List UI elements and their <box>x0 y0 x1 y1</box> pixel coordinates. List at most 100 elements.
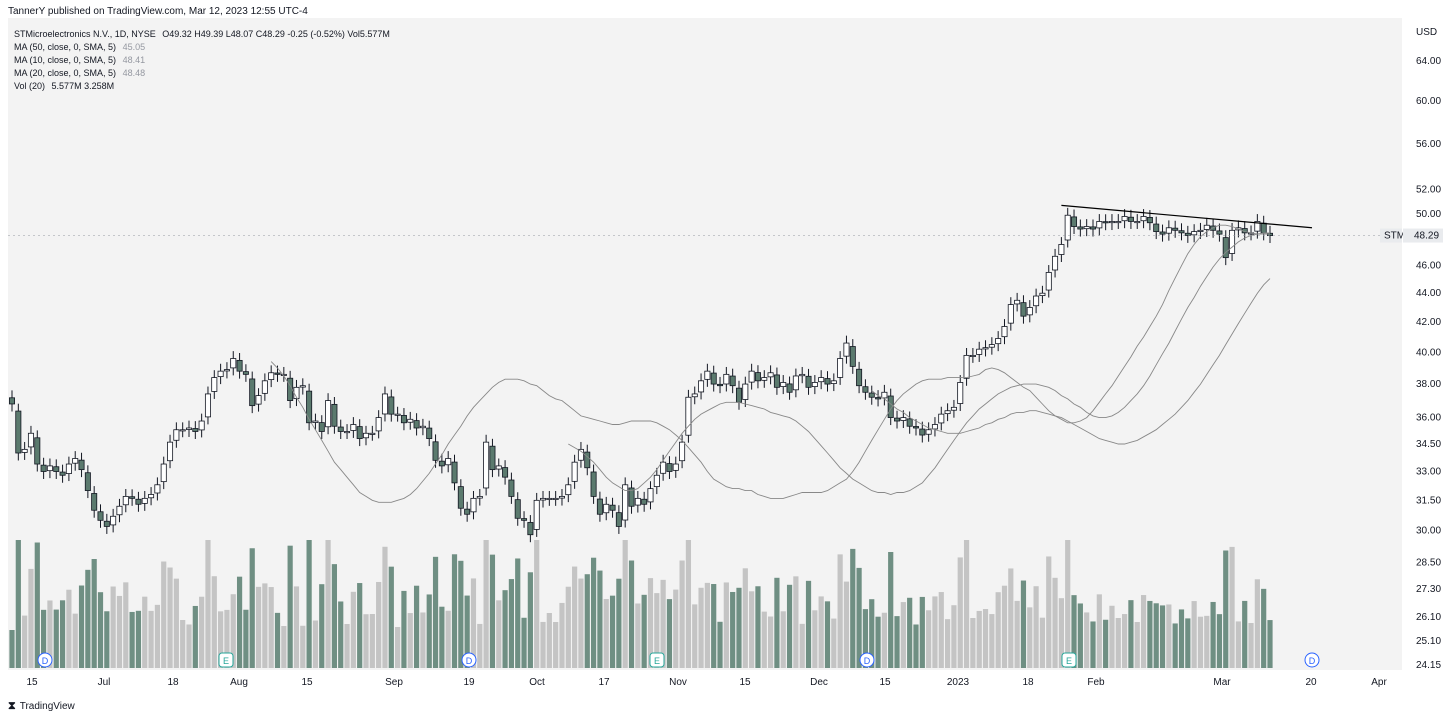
volume-bar <box>407 613 413 668</box>
candle-body <box>419 425 426 429</box>
volume-bar <box>1109 605 1115 668</box>
volume-bar <box>572 566 578 668</box>
candle-body <box>375 417 382 432</box>
y-tick-label: 64.00 <box>1416 56 1441 67</box>
legend-ma10[interactable]: MA (10, close, 0, SMA, 5) 48.41 <box>14 54 390 67</box>
candle-body <box>1064 214 1071 241</box>
candle-body <box>287 377 294 401</box>
x-tick-label: 15 <box>739 677 751 688</box>
chart-area[interactable] <box>8 18 1402 670</box>
volume-bar <box>489 554 496 668</box>
volume-bar <box>673 589 679 668</box>
candle-body <box>609 504 616 511</box>
event-marker-label: E <box>223 656 229 666</box>
volume-bar <box>262 583 268 668</box>
candle-body <box>116 505 123 516</box>
volume-bar <box>1090 621 1096 668</box>
candle-body <box>312 420 319 423</box>
candle-body <box>628 487 635 507</box>
volume-bar <box>255 586 262 668</box>
footer-brand[interactable]: ⧗ TradingView <box>8 700 75 713</box>
candle-body <box>1254 221 1261 232</box>
volume-bar <box>22 615 28 668</box>
volume-bar <box>951 605 957 668</box>
candle-body <box>982 347 989 350</box>
candle-body <box>1033 295 1040 307</box>
candle-body <box>527 522 534 536</box>
candle-body <box>1089 226 1096 230</box>
volume-bar <box>344 624 350 668</box>
volume-bar <box>805 580 812 668</box>
event-marker-label: D <box>864 656 871 666</box>
volume-bar <box>426 594 432 668</box>
volume-bar <box>761 611 767 668</box>
volume-bar <box>1071 595 1077 668</box>
x-tick-label: 20 <box>1305 677 1317 688</box>
candle-body <box>59 471 66 476</box>
volume-bar <box>559 602 565 668</box>
volume-bar <box>1172 623 1178 668</box>
volume-bar <box>293 586 300 668</box>
legend-symbol[interactable]: STMicroelectronics N.V., 1D, NYSE <box>14 29 156 39</box>
x-tick-label: Dec <box>810 677 828 688</box>
volume-bar <box>970 618 976 668</box>
volume-bar <box>470 578 477 668</box>
y-tick-label: 44.00 <box>1416 288 1441 299</box>
volume-bar <box>173 578 179 668</box>
volume-bar <box>1020 580 1027 668</box>
candle-body <box>242 371 249 375</box>
candle-body <box>457 486 464 509</box>
volume-bar <box>376 581 382 668</box>
candle-body <box>274 372 281 375</box>
legend-volume[interactable]: Vol (20) 5.577M 3.258M <box>14 80 390 93</box>
volume-bar <box>9 630 15 668</box>
volume-bar <box>357 583 363 668</box>
volume-bar <box>382 546 388 668</box>
volume-bar <box>989 614 995 668</box>
event-marker-label: D <box>42 656 49 666</box>
volume-bar <box>59 600 66 668</box>
volume-bar <box>685 540 692 668</box>
legend-ma20[interactable]: MA (20, close, 0, SMA, 5) 48.48 <box>14 67 390 80</box>
candle-body <box>811 382 818 388</box>
candle-body <box>672 463 679 471</box>
volume-bar <box>603 599 609 668</box>
volume-bar <box>963 540 970 668</box>
volume-bar <box>1204 615 1210 668</box>
volume-bar <box>1261 588 1267 668</box>
candle-body <box>432 441 439 461</box>
volume-bar <box>1046 556 1052 668</box>
candle-body <box>622 484 629 521</box>
volume-bar <box>793 576 799 668</box>
volume-bar <box>679 560 685 668</box>
candle-body <box>1096 221 1103 229</box>
candle-body <box>912 426 919 429</box>
candle-body <box>596 498 603 515</box>
volume-bar <box>736 587 742 668</box>
volume-bar <box>369 614 375 668</box>
candle-body <box>615 512 622 527</box>
volume-bar <box>1096 594 1102 668</box>
candle-body <box>1134 221 1141 224</box>
candle-body <box>1077 226 1084 230</box>
legend-ma50[interactable]: MA (50, close, 0, SMA, 5) 45.05 <box>14 41 390 54</box>
candle-body <box>84 472 91 491</box>
volume-bar <box>711 584 717 668</box>
candle-body <box>1108 221 1115 224</box>
candle-body <box>255 395 262 405</box>
volume-bar <box>154 604 160 668</box>
candle-body <box>15 410 22 454</box>
candle-body <box>211 377 218 392</box>
volume-bar <box>104 611 110 668</box>
candle-body <box>976 348 983 355</box>
volume-bar <box>888 552 894 668</box>
volume-bar <box>78 585 85 668</box>
volume-bar <box>1027 607 1033 668</box>
candle-body <box>969 354 976 357</box>
volume-bar <box>325 540 331 668</box>
candle-body <box>445 458 452 466</box>
volume-bar <box>622 540 628 668</box>
candle-body <box>1115 221 1122 224</box>
candle-body <box>325 400 332 428</box>
